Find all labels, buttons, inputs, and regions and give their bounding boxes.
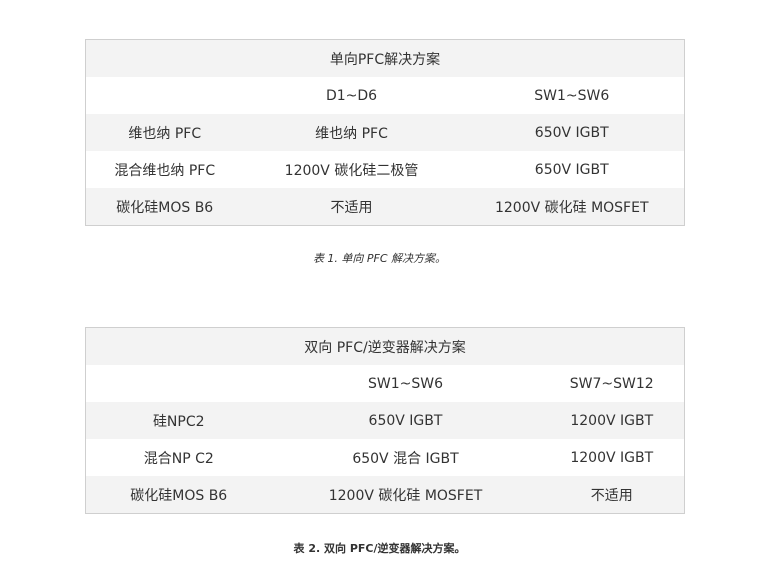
table-cell: 1200V IGBT: [539, 439, 685, 476]
table-unidirectional-pfc: 单向PFC解决方案 D1~D6 SW1~SW6 维也纳 PFC 维也纳 PFC …: [85, 39, 685, 226]
table-bidirectional-pfc-inverter: 双向 PFC/逆变器解决方案 SW1~SW6 SW7~SW12 硅NPC2 65…: [85, 327, 685, 514]
table-cell: 1200V 碳化硅二极管: [243, 151, 460, 188]
table-cell: 650V IGBT: [459, 114, 685, 151]
table-cell: 不适用: [539, 476, 685, 514]
table-cell: 650V IGBT: [271, 402, 540, 439]
table-header-row: SW1~SW6 SW7~SW12: [85, 365, 685, 402]
table-cell: 维也纳 PFC: [243, 114, 460, 151]
table-cell: 维也纳 PFC: [85, 114, 244, 151]
table-row: 维也纳 PFC 维也纳 PFC 650V IGBT: [85, 114, 685, 151]
table-cell: 碳化硅MOS B6: [85, 188, 244, 226]
table-cell: 1200V IGBT: [539, 402, 685, 439]
table-cell: 650V 混合 IGBT: [271, 439, 540, 476]
table-title-row: 单向PFC解决方案: [85, 39, 685, 77]
table-caption: 表 1. 单向 PFC 解决方案。: [312, 252, 447, 265]
header-cell: [85, 365, 272, 402]
table-row: 混合维也纳 PFC 1200V 碳化硅二极管 650V IGBT: [85, 151, 685, 188]
table-header-row: D1~D6 SW1~SW6: [85, 77, 685, 114]
table-row: 硅NPC2 650V IGBT 1200V IGBT: [85, 402, 685, 439]
header-cell: SW1~SW6: [271, 365, 540, 402]
table-cell: 混合NP C2: [85, 439, 272, 476]
table-caption: 表 2. 双向 PFC/逆变器解决方案。: [293, 542, 466, 555]
table-cell: 1200V 碳化硅 MOSFET: [459, 188, 685, 226]
table-cell: 1200V 碳化硅 MOSFET: [271, 476, 540, 514]
table-row: 碳化硅MOS B6 不适用 1200V 碳化硅 MOSFET: [85, 188, 685, 226]
table-title-row: 双向 PFC/逆变器解决方案: [85, 327, 685, 365]
table-row: 碳化硅MOS B6 1200V 碳化硅 MOSFET 不适用: [85, 476, 685, 514]
table-cell: 硅NPC2: [85, 402, 272, 439]
header-cell: D1~D6: [243, 77, 460, 114]
table-cell: 碳化硅MOS B6: [85, 476, 272, 514]
table-cell: 混合维也纳 PFC: [85, 151, 244, 188]
table-cell: 650V IGBT: [459, 151, 685, 188]
header-cell: SW7~SW12: [539, 365, 685, 402]
table-title: 单向PFC解决方案: [85, 39, 685, 77]
table-row: 混合NP C2 650V 混合 IGBT 1200V IGBT: [85, 439, 685, 476]
table-cell: 不适用: [243, 188, 460, 226]
header-cell: SW1~SW6: [459, 77, 685, 114]
header-cell: [85, 77, 244, 114]
table-title: 双向 PFC/逆变器解决方案: [85, 327, 685, 365]
